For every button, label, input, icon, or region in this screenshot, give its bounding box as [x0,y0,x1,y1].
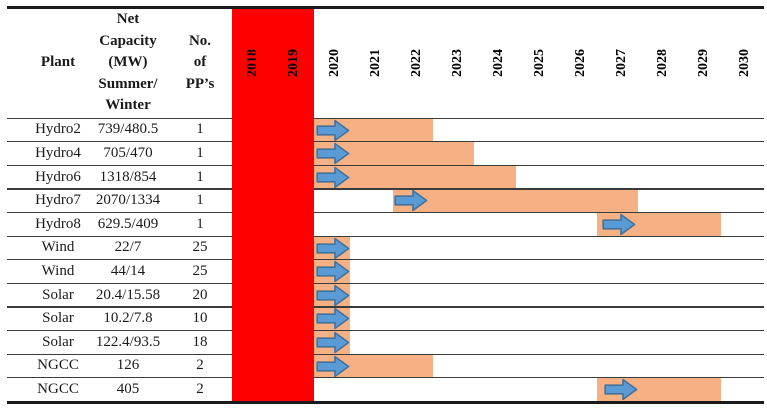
plant-cell: Wind [41,263,75,280]
plant-cell: Wind [41,239,75,256]
row-divider [7,141,764,143]
row-divider [7,188,764,190]
pps-cell: 1 [196,168,204,185]
row-divider [7,329,764,332]
start-arrow-icon [316,260,350,283]
row-divider [7,259,764,261]
plant-cell: Hydro7 [35,192,81,209]
plant-cell: Hydro2 [35,121,81,138]
capacity-cell: 2070/1334 [95,192,161,209]
start-arrow-icon [316,119,350,142]
pps-cell: 2 [196,381,204,398]
start-arrow-icon [316,166,350,189]
row-divider [7,353,764,355]
pps-cell: 1 [196,192,204,209]
row-divider [7,282,764,285]
gantt-bar [314,354,433,378]
start-arrow-icon [316,307,350,330]
pps-cell: 1 [196,215,204,232]
plant-cell: Hydro8 [35,215,81,232]
pps-cell: 1 [196,121,204,138]
plant-cell: Hydro4 [35,145,81,162]
start-arrow-icon [316,331,350,354]
pps-cell: 25 [192,263,208,280]
capacity-cell: 405 [116,381,140,398]
plant-cell: NGCC [37,357,79,374]
gantt-bar [314,142,474,165]
plant-cell: NGCC [37,381,79,398]
pps-cell: 10 [192,310,208,327]
pps-cell: 25 [192,239,208,256]
plant-cell: Hydro6 [35,168,81,185]
pps-cell: 20 [192,286,208,303]
capacity-cell: 44/14 [110,263,146,280]
start-arrow-icon [316,284,350,307]
pps-cell: 2 [196,357,204,374]
column-header-number-of-pps: No. of PP’s [185,32,215,92]
blocked-years-block: 2018 2019 [232,9,314,402]
gantt-bar [314,165,516,189]
capacity-cell: 20.4/15.58 [95,286,161,303]
column-header-net-capacity: Net Capacity (MW) Summer/ Winter [98,11,158,114]
gantt-bar [393,189,638,213]
row-divider [7,164,764,167]
plant-cell: Solar [42,333,74,350]
table-top-border [7,5,764,9]
row-divider [7,306,764,308]
capacity-cell: 22/7 [114,239,142,256]
row-divider [7,211,764,214]
row-divider [7,235,764,237]
capacity-cell: 122.4/93.5 [95,333,161,350]
pps-cell: 18 [192,333,208,350]
gantt-bar [314,118,433,142]
capacity-cell: 629.5/409 [97,215,159,232]
capacity-cell: 1318/854 [99,168,157,185]
start-arrow-icon [602,213,636,236]
capacity-cell: 705/470 [103,145,153,162]
row-divider [7,377,764,379]
start-arrow-icon [394,189,428,212]
plant-cell: Solar [42,310,74,327]
table-bottom-border [7,401,764,404]
start-arrow-icon [316,355,350,378]
start-arrow-icon [316,142,350,165]
start-arrow-icon [604,378,638,401]
capacity-cell: 10.2/7.8 [103,310,153,327]
capacity-cell: 126 [116,357,140,374]
capacity-cell: 739/480.5 [97,121,159,138]
plant-cell: Solar [42,286,74,303]
column-header-plant: Plant [40,54,76,71]
pps-cell: 1 [196,145,204,162]
header-divider [7,117,764,120]
start-arrow-icon [316,237,350,260]
